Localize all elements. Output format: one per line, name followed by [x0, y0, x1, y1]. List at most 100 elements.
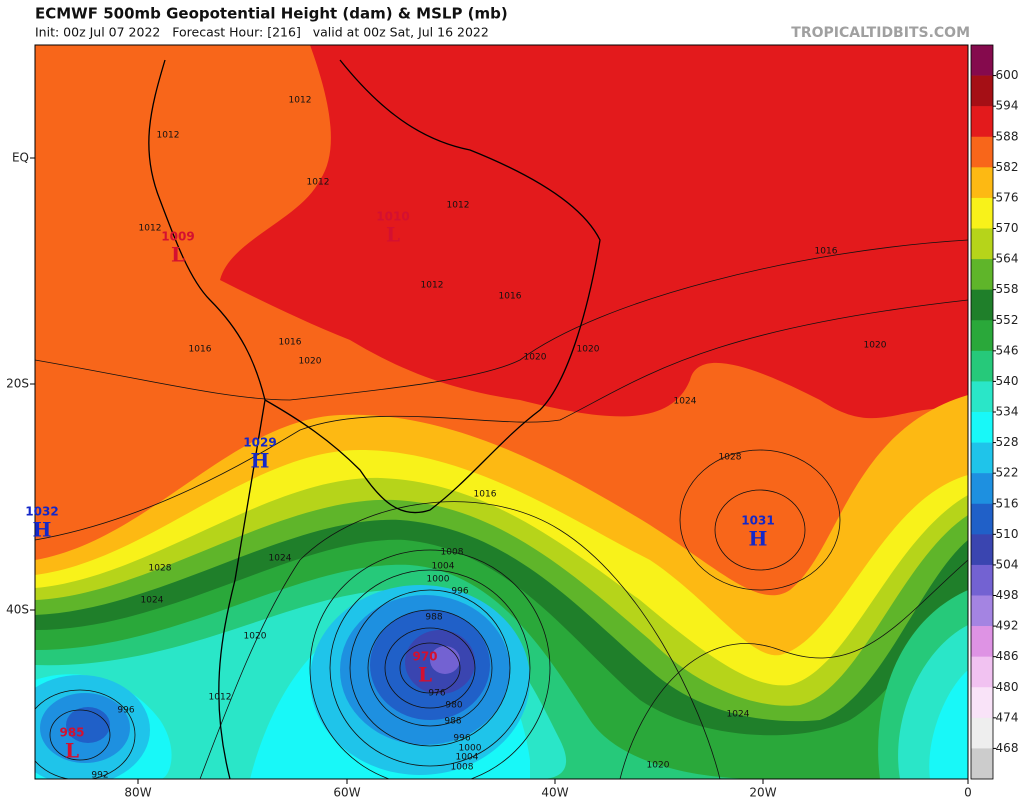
isobar-label: 1008 [451, 763, 474, 773]
source: TROPICALTIDBITS.COM [791, 25, 970, 41]
isobar-label: 1020 [864, 341, 887, 351]
colorbar-swatch [971, 259, 993, 290]
colorbar-label: 468 [996, 741, 1019, 755]
isobar-label: 1012 [289, 96, 312, 106]
colorbar-label: 510 [996, 527, 1019, 541]
isobar-label: 976 [428, 689, 445, 699]
colorbar-swatch [971, 626, 993, 657]
colorbar-swatch [971, 595, 993, 627]
colorbar-swatch [971, 350, 993, 382]
colorbar-label: 558 [996, 282, 1019, 296]
colorbar-label: 600 [996, 68, 1019, 82]
colorbar-swatch [971, 197, 993, 229]
isobar-label: 988 [425, 613, 442, 623]
colorbar-label: 552 [996, 313, 1019, 327]
center-value: 1032 [25, 505, 58, 519]
longitude-label: 80W [124, 786, 151, 800]
center-letter: L [418, 663, 432, 687]
center-letter: L [171, 243, 185, 267]
colorbar-label: 576 [996, 190, 1019, 204]
center-letter: L [65, 739, 79, 763]
colorbar-label: 546 [996, 343, 1019, 357]
isobar-label: 1024 [674, 397, 697, 407]
colorbar-label: 570 [996, 221, 1019, 235]
isobar-label: 996 [117, 706, 134, 716]
isobar-label: 1000 [459, 744, 482, 754]
colorbar-label: 588 [996, 129, 1019, 143]
colorbar-label: 522 [996, 466, 1019, 480]
colorbar-label: 516 [996, 496, 1019, 510]
colorbar-swatch [971, 381, 993, 413]
colorbar-label: 480 [996, 680, 1019, 694]
colorbar-swatch [971, 45, 993, 76]
isobar-label: 988 [444, 717, 461, 727]
colorbar-label: 594 [996, 99, 1019, 113]
center-letter: L [386, 223, 400, 247]
latitude-label: EQ [12, 151, 29, 165]
center-value: 1010 [376, 210, 409, 224]
isobar-label: 1016 [189, 345, 212, 355]
isobar-label: 1024 [269, 554, 292, 564]
longitude-label: 60W [333, 786, 360, 800]
isobar-label: 1016 [815, 247, 838, 257]
colorbar-label: 504 [996, 557, 1019, 571]
center-value: 1009 [161, 230, 194, 244]
isobar-label: 1000 [427, 575, 450, 585]
subtitle: Init: 00z Jul 07 2022 Forecast Hour: [21… [35, 25, 489, 40]
isobar-label: 1016 [279, 338, 302, 348]
isobar-label: 1020 [577, 345, 600, 355]
colorbar-swatch [971, 106, 993, 138]
center-letter: H [33, 518, 52, 542]
isobar-label: 996 [451, 587, 468, 597]
center-value: 1029 [243, 436, 276, 450]
colorbar-label: 474 [996, 710, 1019, 724]
colorbar-swatch [971, 748, 993, 780]
isobar-label: 1012 [157, 131, 180, 141]
isobar-label: 1020 [244, 632, 267, 642]
colorbar-swatch [971, 228, 993, 260]
colorbar-label: 582 [996, 160, 1019, 174]
isobar-label: 1012 [307, 178, 330, 188]
isobar-label: 992 [91, 771, 108, 781]
isobar-label: 1020 [647, 761, 670, 771]
colorbar-swatch [971, 136, 993, 168]
colorbar-label: 528 [996, 435, 1019, 449]
colorbar-frame [970, 44, 994, 780]
isobar-label: 980 [445, 701, 462, 711]
colorbar-swatch [971, 320, 993, 352]
longitude-label: 40W [541, 786, 568, 800]
isobar-label: 1012 [421, 281, 444, 291]
colorbar-swatch [971, 75, 993, 107]
isobar-label: 1012 [139, 224, 162, 234]
isobar-label: 1012 [447, 201, 470, 211]
title: ECMWF 500mb Geopotential Height (dam) & … [35, 5, 508, 23]
colorbar-swatch [971, 534, 993, 566]
colorbar-swatch [971, 717, 993, 749]
isobar-label: 1016 [499, 292, 522, 302]
colorbar-swatch [971, 503, 993, 535]
isobar-label: 1020 [524, 353, 547, 363]
colorbar-swatch [971, 167, 993, 199]
isobar-label: 1008 [441, 548, 464, 558]
isobar-label: 1028 [149, 564, 172, 574]
isobar-label: 1012 [209, 693, 232, 703]
isobar-label: 1024 [727, 710, 750, 720]
center-letter: H [749, 527, 768, 551]
colorbar-label: 534 [996, 405, 1019, 419]
longitude-label: 20W [749, 786, 776, 800]
center-value: 985 [59, 726, 84, 740]
isobar-label: 1016 [474, 490, 497, 500]
colorbar-label: 564 [996, 252, 1019, 266]
colorbar-swatch [971, 564, 993, 596]
longitude-label: 0 [964, 786, 972, 800]
colorbar-label: 498 [996, 588, 1019, 602]
colorbar-swatch [971, 289, 993, 321]
latitude-label: 40S [6, 603, 29, 617]
colorbar-label: 492 [996, 619, 1019, 633]
center-value: 1031 [741, 514, 774, 528]
isobar-label: 1028 [719, 453, 742, 463]
colorbar-swatch [971, 473, 993, 505]
latitude-label: 20S [6, 377, 29, 391]
colorbar-label: 486 [996, 649, 1019, 663]
